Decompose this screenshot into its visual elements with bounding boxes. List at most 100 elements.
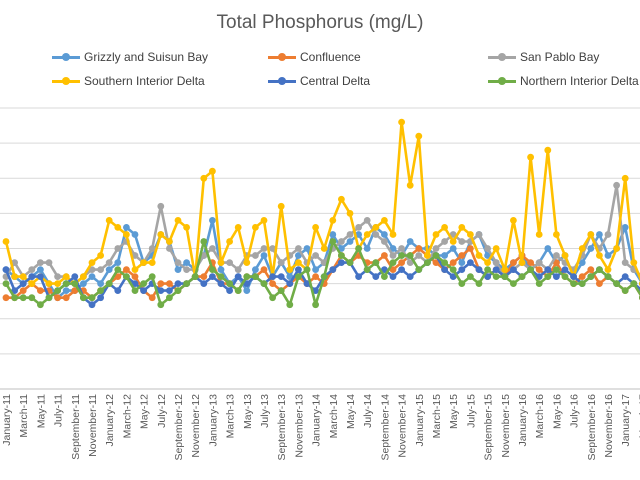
- legend-item-northern-interior-delta: Northern Interior Delta: [488, 74, 639, 88]
- data-point: [578, 280, 586, 287]
- data-point: [630, 280, 638, 287]
- data-point: [398, 118, 405, 126]
- data-point: [363, 217, 371, 224]
- data-point: [621, 224, 629, 231]
- data-point: [11, 273, 18, 280]
- data-point: [406, 238, 414, 245]
- data-point: [544, 245, 552, 252]
- data-point: [157, 280, 165, 287]
- data-point: [37, 287, 44, 294]
- data-point: [553, 266, 560, 273]
- data-point: [475, 280, 483, 287]
- data-point: [484, 266, 491, 273]
- data-point: [174, 217, 182, 224]
- data-point: [260, 280, 268, 287]
- data-point: [243, 259, 251, 266]
- data-point: [157, 202, 165, 210]
- data-point: [587, 273, 595, 280]
- data-point: [209, 273, 216, 280]
- data-point: [338, 259, 345, 266]
- data-point: [71, 273, 79, 280]
- data-point: [114, 266, 122, 273]
- data-point: [329, 238, 337, 245]
- data-point: [11, 294, 18, 302]
- data-point: [389, 252, 397, 259]
- data-point: [424, 259, 431, 266]
- data-point: [28, 273, 36, 280]
- data-point: [105, 217, 113, 224]
- x-tick-label: July-16: [569, 394, 581, 428]
- data-point: [381, 231, 388, 238]
- data-point: [114, 259, 122, 266]
- data-point: [510, 266, 517, 273]
- data-point: [320, 273, 328, 280]
- data-point: [441, 266, 448, 273]
- data-point: [458, 266, 466, 273]
- x-tick-label: November-15: [500, 394, 512, 458]
- data-point: [277, 273, 285, 280]
- data-point: [80, 273, 87, 280]
- gridlines: [0, 107, 640, 390]
- data-point: [80, 294, 87, 302]
- data-point: [613, 280, 620, 287]
- data-point: [54, 273, 61, 280]
- data-point: [406, 259, 414, 266]
- legend-swatch-confluence: [268, 52, 296, 62]
- data-point: [226, 280, 234, 287]
- data-point: [217, 259, 225, 266]
- data-point: [484, 259, 491, 266]
- data-point: [37, 301, 44, 309]
- data-point: [286, 273, 294, 280]
- x-axis-tick-labels: January-11 March-11 May-11 July-11 September…: [1, 394, 640, 461]
- data-point: [587, 266, 595, 273]
- x-tick-label: March-16: [534, 394, 546, 439]
- data-point: [131, 287, 139, 294]
- data-point: [252, 224, 259, 231]
- data-point: [45, 294, 53, 302]
- data-point: [54, 280, 61, 287]
- data-point: [19, 294, 27, 302]
- data-point: [295, 273, 302, 280]
- data-point: [501, 266, 509, 273]
- data-point: [398, 252, 405, 259]
- data-point: [458, 252, 466, 259]
- data-point: [114, 287, 122, 294]
- data-point: [389, 273, 397, 280]
- data-point: [415, 252, 423, 259]
- data-point: [28, 266, 36, 273]
- data-point: [166, 280, 173, 287]
- x-tick-label: March-14: [328, 394, 340, 439]
- data-point: [19, 273, 27, 280]
- x-tick-label: March-15: [431, 394, 443, 439]
- data-point: [389, 231, 397, 238]
- data-point: [97, 252, 104, 259]
- data-point: [553, 231, 560, 238]
- legend-label: Central Delta: [300, 74, 371, 88]
- data-point: [148, 273, 156, 280]
- data-point: [174, 280, 182, 287]
- data-point: [217, 280, 225, 287]
- data-point: [535, 280, 543, 287]
- data-point: [97, 294, 104, 302]
- data-point: [62, 287, 70, 294]
- x-tick-label: May-11: [35, 394, 47, 428]
- data-point: [97, 287, 104, 294]
- x-tick-label: May-16: [551, 394, 563, 429]
- data-point: [492, 259, 500, 266]
- data-point: [441, 238, 448, 245]
- legend-label: San Pablo Bay: [520, 50, 600, 64]
- data-point: [596, 266, 603, 273]
- x-tick-label: July-15: [465, 394, 477, 428]
- data-point: [312, 301, 319, 309]
- data-point: [277, 202, 285, 210]
- data-point: [346, 259, 354, 266]
- data-point: [363, 245, 371, 252]
- data-point: [148, 245, 156, 252]
- data-point: [260, 245, 268, 252]
- data-point: [71, 280, 79, 287]
- x-tick-label: May-13: [242, 394, 254, 429]
- data-point: [312, 252, 319, 259]
- chart-title: Total Phosphorus (mg/L): [216, 12, 424, 33]
- data-point: [535, 266, 543, 273]
- data-point: [587, 231, 595, 238]
